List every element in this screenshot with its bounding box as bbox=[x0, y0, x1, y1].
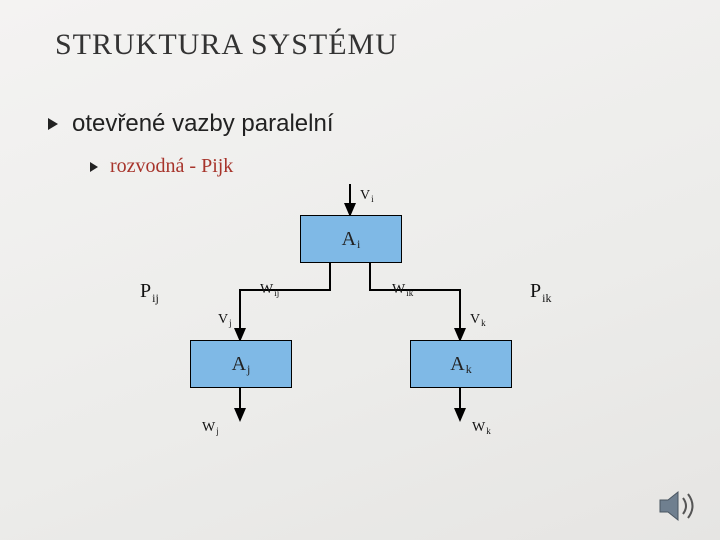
diagram-label: Pik bbox=[530, 280, 551, 303]
node-label-main: A bbox=[450, 353, 464, 376]
node-label-sub: i bbox=[357, 237, 360, 252]
diagram-label: Wik bbox=[392, 280, 413, 298]
label-main: V bbox=[360, 188, 370, 203]
bullet-sub-text: rozvodná - Pijk bbox=[110, 155, 233, 178]
node-label-main: A bbox=[232, 353, 246, 376]
edge-Ai_Aj bbox=[240, 261, 330, 340]
label-main: V bbox=[470, 312, 480, 327]
diagram-label: Vi bbox=[360, 186, 374, 204]
diagram-canvas: AiAjAkViPijPikWijWikVjVkWjWk bbox=[120, 180, 600, 490]
label-sub: ik bbox=[542, 291, 551, 305]
label-main: V bbox=[218, 312, 228, 327]
bullet-main: otevřené vazby paralelní bbox=[48, 110, 334, 138]
node-label-main: A bbox=[342, 228, 356, 251]
label-main: W bbox=[472, 420, 485, 435]
bullet-sub: rozvodná - Pijk bbox=[90, 155, 233, 178]
bullet-main-text: otevřené vazby paralelní bbox=[72, 110, 334, 138]
label-main: P bbox=[140, 280, 151, 302]
triangle-bullet-icon bbox=[90, 162, 98, 172]
label-sub: k bbox=[486, 426, 491, 436]
diagram-label: Vk bbox=[470, 310, 486, 328]
node-Aj: Aj bbox=[190, 340, 292, 388]
node-label-sub: k bbox=[466, 362, 472, 377]
diagram-label: Wj bbox=[202, 418, 219, 436]
label-main: P bbox=[530, 280, 541, 302]
node-label-sub: j bbox=[247, 362, 250, 377]
label-sub: j bbox=[229, 318, 232, 328]
label-sub: i bbox=[371, 194, 374, 204]
edge-Ai_Ak bbox=[370, 261, 460, 340]
label-sub: k bbox=[481, 318, 486, 328]
slide-title: STRUKTURA SYSTÉMU bbox=[55, 28, 398, 62]
diagram-label: Wij bbox=[260, 280, 279, 298]
triangle-bullet-icon bbox=[48, 118, 58, 130]
diagram-label: Pij bbox=[140, 280, 159, 303]
node-Ak: Ak bbox=[410, 340, 512, 388]
diagram-label: Wk bbox=[472, 418, 491, 436]
label-sub: j bbox=[216, 426, 219, 436]
label-sub: ij bbox=[152, 291, 159, 305]
label-sub: ik bbox=[406, 288, 413, 298]
label-main: W bbox=[392, 282, 405, 297]
label-main: W bbox=[202, 420, 215, 435]
label-sub: ij bbox=[274, 288, 279, 298]
diagram-label: Vj bbox=[218, 310, 232, 328]
label-main: W bbox=[260, 282, 273, 297]
speaker-icon bbox=[658, 488, 700, 524]
node-Ai: Ai bbox=[300, 215, 402, 263]
